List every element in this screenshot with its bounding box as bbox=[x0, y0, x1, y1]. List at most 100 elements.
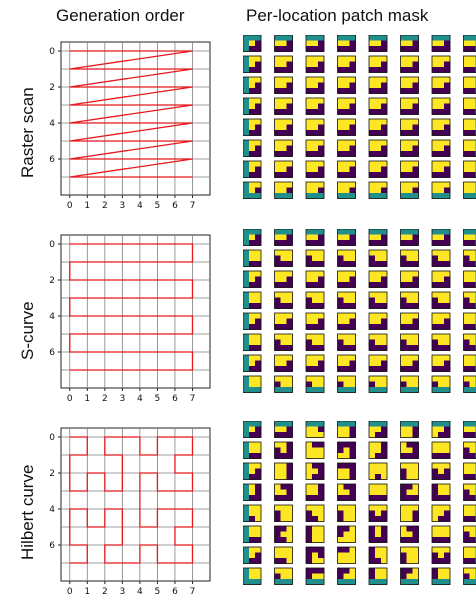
patch-mask-thumb bbox=[431, 160, 451, 178]
patch-mask-thumb bbox=[400, 291, 419, 309]
plot-frame bbox=[60, 41, 211, 196]
patch-mask-thumb bbox=[337, 546, 356, 564]
patch-mask-thumb bbox=[243, 354, 262, 372]
patch-mask-thumb bbox=[463, 118, 476, 136]
patch-mask-thumb bbox=[400, 118, 419, 136]
patch-mask-thumb bbox=[368, 160, 388, 178]
patch-mask-thumb bbox=[431, 181, 451, 199]
patch-mask-thumb bbox=[400, 462, 419, 480]
patch-mask-thumb bbox=[305, 354, 325, 372]
patch-mask-thumb bbox=[368, 291, 388, 309]
patch-mask-thumb bbox=[337, 139, 356, 157]
patch-mask-thumb bbox=[274, 525, 293, 543]
x-tick-label: 1 bbox=[84, 201, 90, 211]
patch-mask-thumb bbox=[368, 270, 388, 288]
patch-mask-thumb bbox=[463, 354, 476, 372]
patch-mask-thumb bbox=[337, 270, 356, 288]
y-tick-label: 6 bbox=[49, 155, 55, 165]
x-tick-label: 7 bbox=[190, 394, 196, 404]
patch-mask-thumb bbox=[243, 462, 262, 480]
y-tick-label: 2 bbox=[49, 276, 55, 286]
patch-mask-thumb bbox=[274, 97, 293, 115]
y-tick-label: 6 bbox=[49, 541, 55, 551]
patch-mask-thumb bbox=[337, 312, 356, 330]
patch-mask-thumb bbox=[368, 76, 388, 94]
x-tick-label: 6 bbox=[172, 587, 178, 597]
patch-mask-thumb bbox=[368, 441, 388, 459]
x-tick-label: 1 bbox=[84, 587, 90, 597]
patch-mask-thumb bbox=[305, 546, 325, 564]
patch-mask-thumb bbox=[274, 76, 293, 94]
patch-mask-thumb bbox=[274, 462, 293, 480]
patch-mask-thumb bbox=[463, 525, 476, 543]
patch-mask-thumb bbox=[368, 525, 388, 543]
patch-mask-thumb bbox=[431, 525, 451, 543]
patch-mask-thumb bbox=[463, 567, 476, 585]
patch-mask-thumb bbox=[305, 375, 325, 393]
patch-mask-thumb bbox=[274, 270, 293, 288]
generation-path bbox=[69, 243, 194, 371]
patch-mask-thumb bbox=[431, 270, 451, 288]
patch-mask-thumb bbox=[337, 291, 356, 309]
patch-mask-thumb bbox=[243, 567, 262, 585]
patch-mask-thumb bbox=[337, 567, 356, 585]
patch-mask-thumb bbox=[463, 421, 476, 438]
x-tick-label: 4 bbox=[137, 201, 143, 211]
patch-mask-thumb bbox=[243, 55, 262, 73]
patch-mask-thumb bbox=[368, 462, 388, 480]
patch-mask-thumb bbox=[274, 55, 293, 73]
patch-mask-thumb bbox=[305, 97, 325, 115]
patch-mask-thumb bbox=[243, 312, 262, 330]
patch-mask-thumb bbox=[274, 160, 293, 178]
patch-mask-thumb bbox=[243, 118, 262, 136]
patch-mask-thumb bbox=[400, 483, 419, 501]
patch-mask-thumb bbox=[274, 229, 293, 246]
patch-mask-thumb bbox=[305, 441, 325, 459]
patch-mask-thumb bbox=[463, 249, 476, 267]
patch-mask-thumb bbox=[274, 567, 293, 585]
patch-mask-thumb bbox=[431, 76, 451, 94]
patch-mask-thumb bbox=[463, 181, 476, 199]
patch-mask-thumb bbox=[368, 249, 388, 267]
patch-mask-thumb bbox=[243, 229, 262, 246]
patch-mask-thumb bbox=[305, 504, 325, 522]
patch-mask-thumb bbox=[337, 229, 356, 246]
patch-mask-thumb bbox=[243, 421, 262, 438]
generation-path bbox=[69, 436, 194, 564]
patch-mask-thumb bbox=[337, 504, 356, 522]
patch-mask-thumb bbox=[368, 421, 388, 438]
patch-mask-thumb bbox=[368, 312, 388, 330]
patch-mask-thumb bbox=[463, 375, 476, 393]
patch-mask-thumb bbox=[305, 525, 325, 543]
patch-mask-thumb bbox=[274, 118, 293, 136]
patch-mask-thumb bbox=[431, 567, 451, 585]
patch-mask-thumb bbox=[463, 55, 476, 73]
patch-mask-thumb bbox=[305, 160, 325, 178]
patch-mask-thumb bbox=[431, 354, 451, 372]
patch-mask-thumb bbox=[337, 181, 356, 199]
patch-mask-thumb bbox=[431, 55, 451, 73]
patch-mask-thumb bbox=[463, 546, 476, 564]
patch-mask-thumb bbox=[274, 249, 293, 267]
patch-mask-thumb bbox=[305, 483, 325, 501]
patch-mask-thumb bbox=[368, 333, 388, 351]
patch-mask-thumb bbox=[337, 35, 356, 52]
y-tick-label: 2 bbox=[49, 469, 55, 479]
patch-mask-thumb bbox=[463, 462, 476, 480]
patch-mask-thumb bbox=[431, 421, 451, 438]
patch-mask-thumb bbox=[463, 97, 476, 115]
x-tick-label: 6 bbox=[172, 201, 178, 211]
patch-mask-thumb bbox=[431, 441, 451, 459]
patch-mask-thumb bbox=[274, 546, 293, 564]
patch-mask-thumb bbox=[274, 504, 293, 522]
patch-mask-thumb bbox=[368, 229, 388, 246]
x-tick-label: 3 bbox=[119, 201, 125, 211]
patch-mask-thumb bbox=[337, 462, 356, 480]
patch-mask-thumb bbox=[274, 375, 293, 393]
patch-mask-thumb bbox=[368, 55, 388, 73]
patch-mask-thumb bbox=[274, 181, 293, 199]
patch-mask-thumb bbox=[243, 181, 262, 199]
x-tick-label: 2 bbox=[102, 587, 108, 597]
patch-mask-thumb bbox=[305, 291, 325, 309]
